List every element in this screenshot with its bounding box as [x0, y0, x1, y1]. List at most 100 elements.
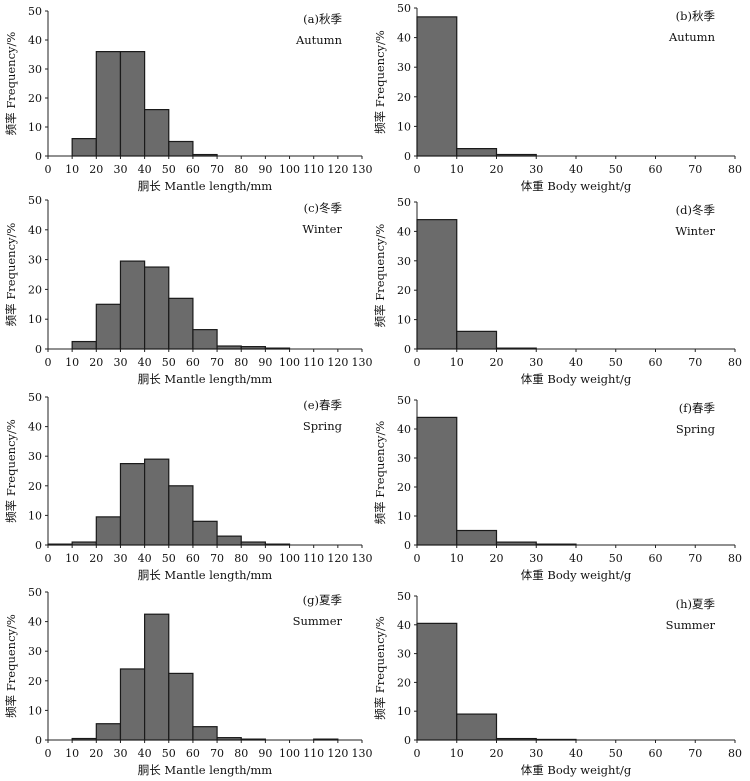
y-tick-label: 40: [397, 423, 411, 436]
x-tick-label: 20: [490, 356, 504, 369]
x-tick-label: 90: [258, 356, 272, 369]
x-tick-label: 40: [569, 747, 583, 760]
bar: [535, 738, 577, 741]
bar: [95, 723, 122, 741]
y-tick-label: 0: [35, 150, 42, 163]
season-label: Spring: [303, 419, 343, 433]
x-tick-label: 0: [45, 552, 52, 565]
x-tick-label: 10: [65, 163, 79, 176]
x-tick-label: 70: [210, 552, 224, 565]
bar: [119, 463, 146, 546]
x-axis-label: 胴长 Mantle length/mm: [138, 763, 273, 777]
y-tick-label: 0: [404, 539, 411, 552]
x-tick-label: 50: [162, 356, 176, 369]
x-axis-label: 体重 Body weight/g: [521, 568, 632, 582]
bar: [144, 458, 170, 546]
bar: [216, 345, 242, 350]
y-axis-label: 频率 Frequency/%: [4, 614, 18, 718]
x-tick-label: 100: [279, 163, 300, 176]
x-tick-label: 10: [65, 747, 79, 760]
y-tick-label: 40: [397, 225, 411, 238]
x-tick-label: 80: [728, 356, 742, 369]
x-tick-label: 130: [352, 163, 373, 176]
x-tick-label: 60: [186, 747, 200, 760]
bar: [95, 50, 122, 157]
y-tick-label: 20: [397, 481, 411, 494]
y-tick-label: 10: [397, 120, 411, 133]
y-tick-label: 30: [397, 255, 411, 268]
x-tick-label: 100: [279, 552, 300, 565]
bar: [71, 138, 97, 157]
x-tick-label: 80: [728, 747, 742, 760]
bar: [416, 622, 458, 741]
x-tick-label: 0: [414, 163, 421, 176]
x-tick-label: 50: [162, 552, 176, 565]
y-tick-label: 40: [28, 421, 42, 434]
x-tick-label: 40: [138, 163, 152, 176]
x-tick-label: 130: [352, 356, 373, 369]
panel-d: 0 10 20 30 40 50 0 10 20 30 40 50 60 70 80 体重 Body weig…: [373, 196, 742, 386]
x-tick-label: 20: [490, 747, 504, 760]
bar: [416, 219, 458, 350]
x-tick-label: 60: [649, 163, 663, 176]
x-tick-label: 110: [303, 163, 324, 176]
x-tick-label: 0: [414, 356, 421, 369]
x-tick-label: 20: [89, 552, 103, 565]
x-tick-label: 40: [569, 163, 583, 176]
x-tick-label: 50: [609, 747, 623, 760]
y-tick-label: 50: [397, 590, 411, 603]
bar: [119, 668, 146, 741]
x-tick-label: 80: [234, 356, 248, 369]
x-tick-label: 100: [279, 356, 300, 369]
panel-label: (d)冬季: [676, 203, 716, 217]
x-tick-label: 20: [89, 747, 103, 760]
panel-a: 0 10 20 30 40 50 0 10 20 30 40 50 60 70 80 90 100 110 120 1…: [4, 5, 373, 193]
x-tick-label: 60: [186, 552, 200, 565]
x-tick-label: 90: [258, 747, 272, 760]
panel-label: (a)秋季: [303, 12, 342, 26]
y-tick-label: 0: [404, 150, 411, 163]
y-tick-label: 50: [397, 2, 411, 15]
bar: [119, 50, 146, 157]
x-tick-label: 30: [113, 552, 127, 565]
x-axis-label: 胴长 Mantle length/mm: [138, 372, 273, 386]
bar: [144, 108, 170, 157]
bar: [168, 485, 194, 546]
x-tick-label: 30: [529, 747, 543, 760]
panel-label: (b)秋季: [676, 9, 716, 23]
y-tick-label: 10: [397, 314, 411, 327]
x-tick-label: 110: [303, 356, 324, 369]
bar: [71, 737, 97, 741]
x-tick-label: 40: [569, 552, 583, 565]
y-axis-label: 频率 Frequency/%: [373, 616, 387, 720]
x-tick-label: 10: [65, 552, 79, 565]
bar: [264, 543, 291, 546]
season-label: Spring: [676, 422, 716, 436]
bar: [168, 672, 194, 741]
x-tick-label: 60: [649, 552, 663, 565]
panel-label: (f)春季: [679, 401, 716, 415]
x-tick-label: 110: [303, 552, 324, 565]
y-axis-label: 频率 Frequency/%: [4, 419, 18, 523]
season-label: Summer: [293, 614, 343, 628]
bar: [495, 153, 537, 157]
x-tick-label: 80: [728, 552, 742, 565]
x-tick-label: 10: [450, 552, 464, 565]
bar: [456, 529, 498, 546]
bar: [313, 738, 339, 741]
x-tick-label: 30: [113, 163, 127, 176]
y-tick-label: 20: [28, 92, 42, 105]
x-tick-label: 80: [234, 747, 248, 760]
bar: [495, 737, 537, 741]
x-tick-label: 60: [649, 356, 663, 369]
y-axis-label: 频率 Frequency/%: [373, 30, 387, 134]
y-tick-label: 30: [28, 254, 42, 267]
x-tick-label: 10: [450, 356, 464, 369]
x-tick-label: 70: [210, 747, 224, 760]
y-tick-label: 0: [35, 343, 42, 356]
x-axis-label: 胴长 Mantle length/mm: [138, 179, 273, 193]
bar: [216, 737, 242, 741]
bar: [168, 140, 194, 157]
x-tick-label: 20: [89, 163, 103, 176]
x-tick-label: 110: [303, 747, 324, 760]
